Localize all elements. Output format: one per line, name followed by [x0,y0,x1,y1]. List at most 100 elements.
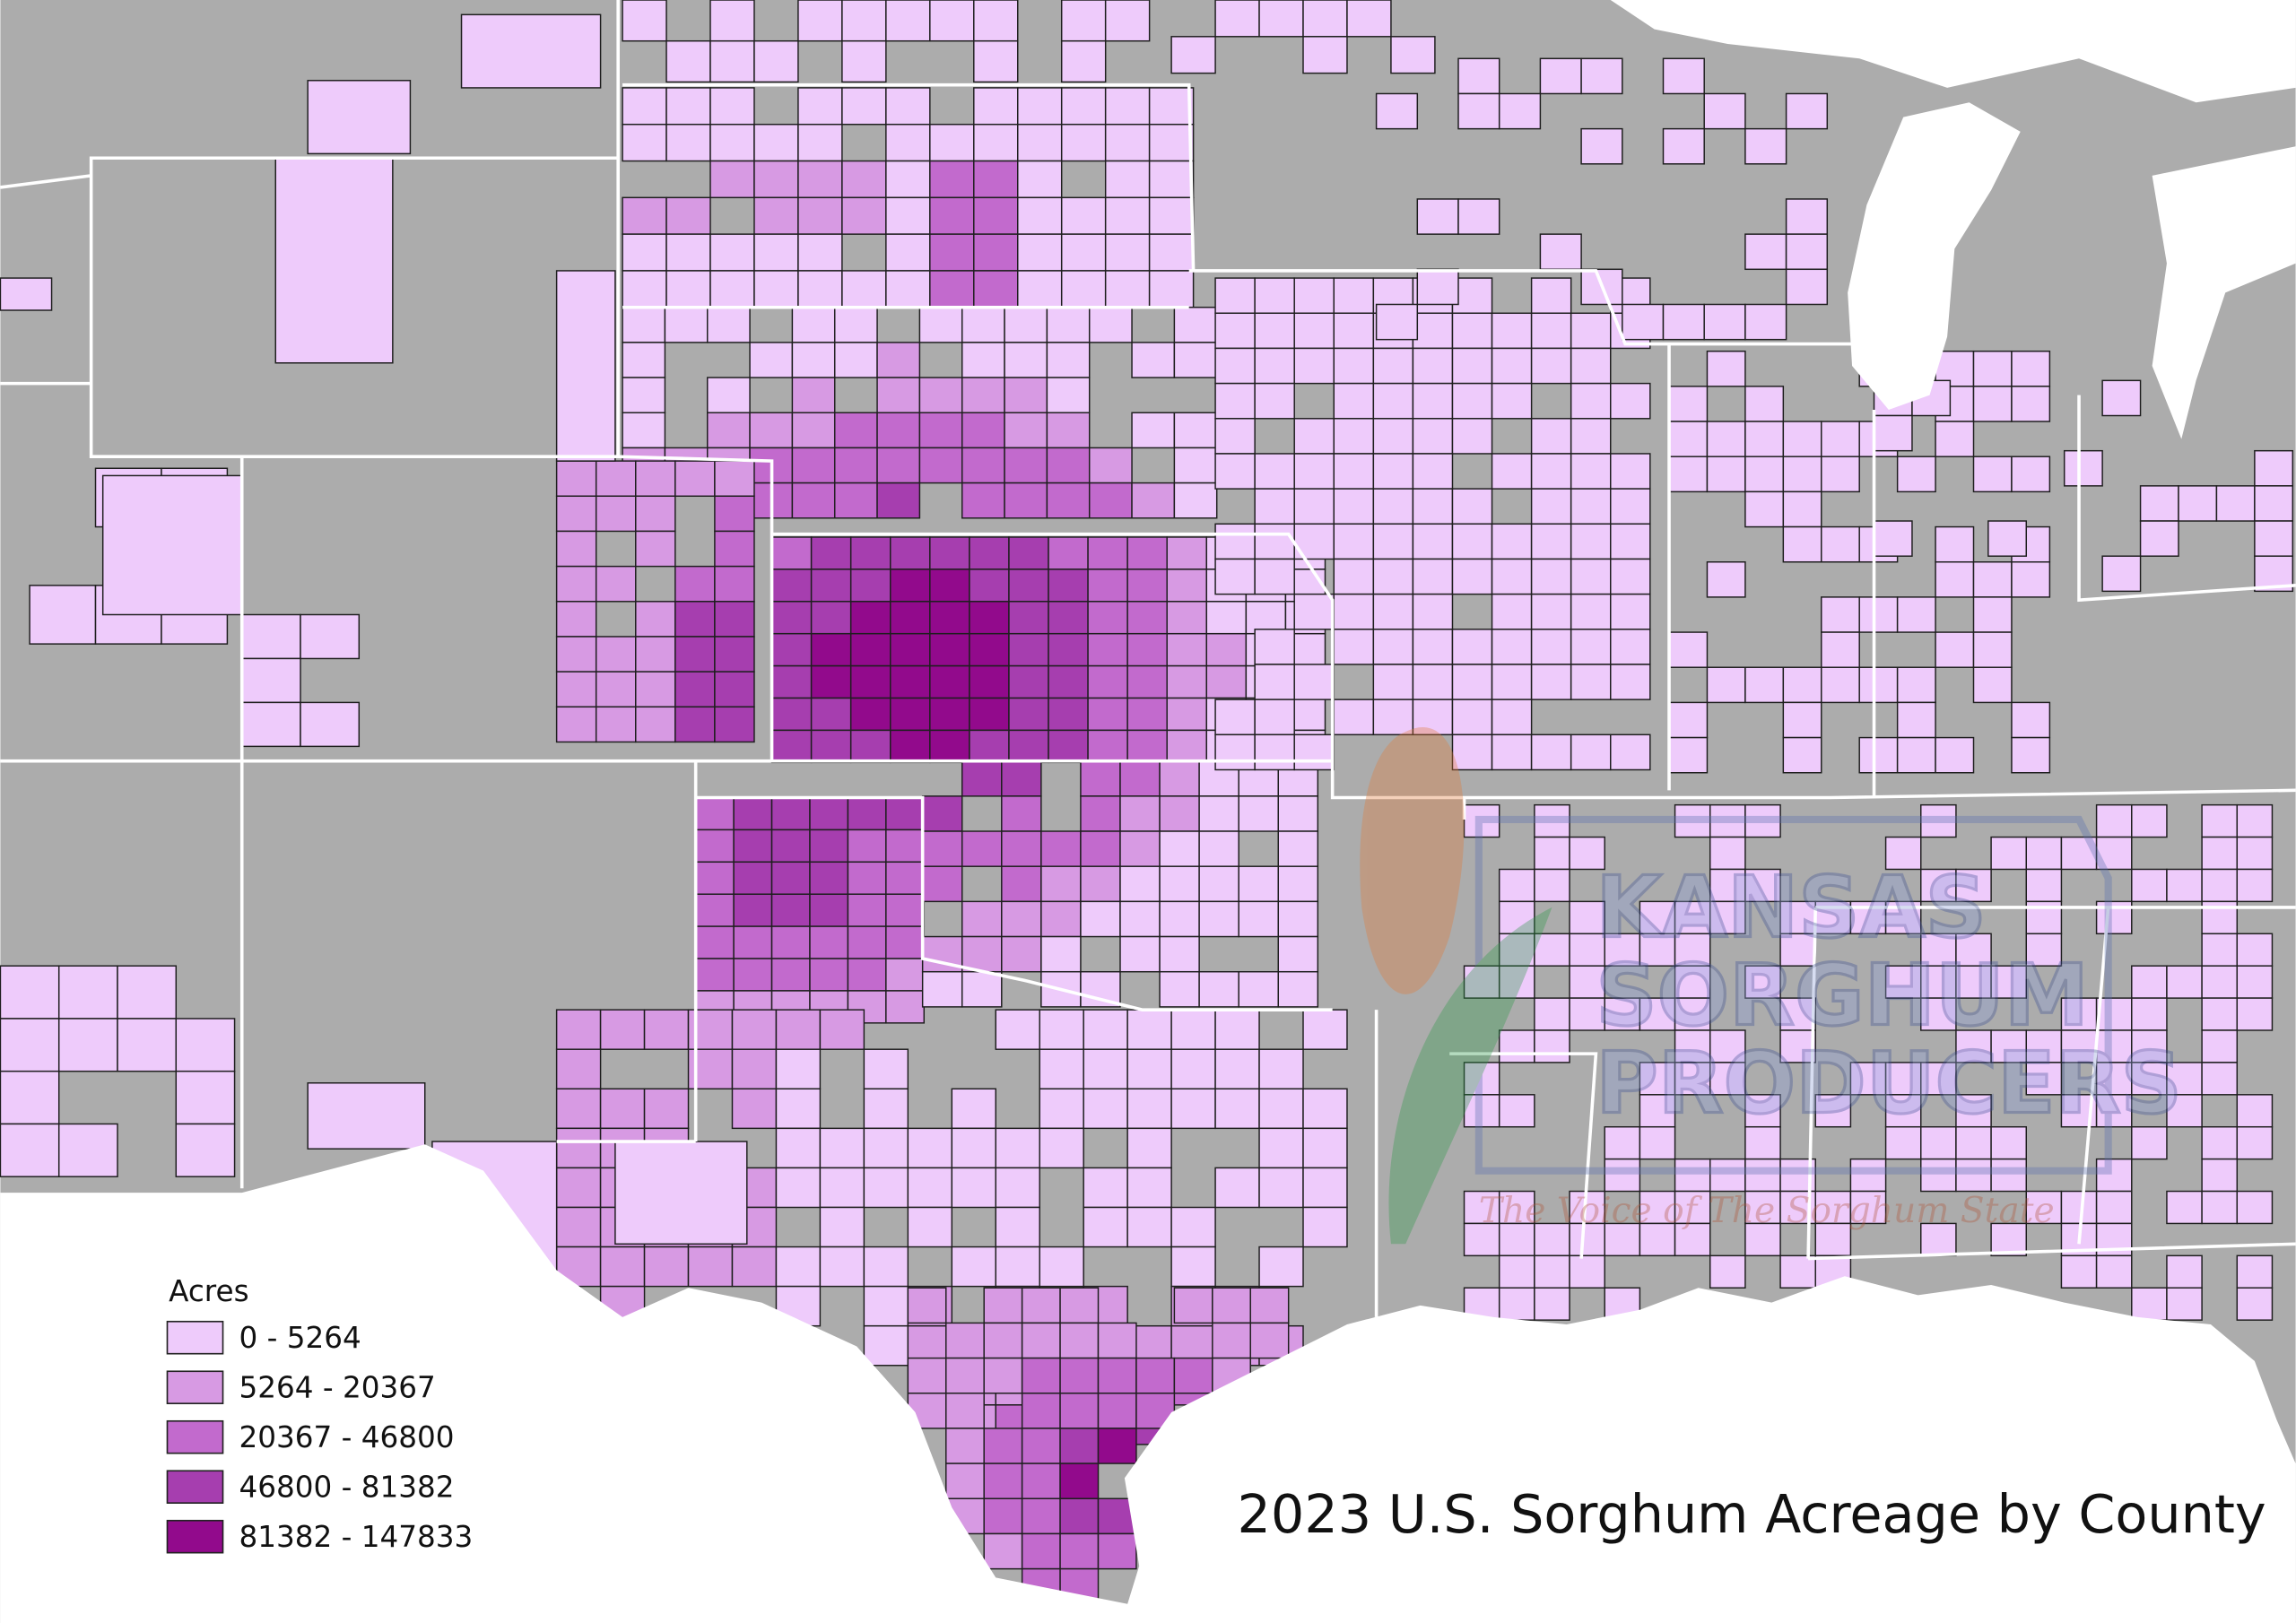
county [1131,412,1176,449]
county [1744,965,1781,999]
county [2236,1125,2274,1160]
county [1534,1287,1570,1321]
county [1779,1254,1816,1289]
county [995,1206,1040,1248]
county [1080,830,1121,867]
county [1119,830,1161,867]
county [1744,303,1787,341]
county [961,307,1005,343]
county [555,270,616,462]
county [1104,160,1151,199]
county [849,729,891,764]
county [1569,1254,1605,1289]
county [1119,865,1161,903]
county [1249,1287,1290,1324]
county [2254,485,2294,522]
county [1159,900,1200,938]
county [1021,1322,1061,1359]
county [2131,997,2168,1031]
county [863,1285,909,1327]
county [1610,453,1651,490]
county [694,893,735,927]
county [0,1070,60,1125]
county [753,160,799,199]
county [2236,1190,2274,1225]
county [1017,160,1063,199]
county [961,759,1003,797]
county [1001,795,1042,832]
county [1955,868,1992,903]
county [2101,555,2142,593]
county [2011,736,2051,774]
county [2236,1094,2274,1128]
county [57,1123,118,1177]
county [1744,666,1785,704]
county [1302,1167,1348,1209]
county [694,861,735,895]
county [1131,482,1176,519]
county [885,925,926,959]
county [929,601,970,635]
county [599,1245,646,1288]
county [1254,629,1295,665]
watermark-outline [1474,815,2112,1175]
county [1744,868,1781,903]
county [643,1009,690,1050]
county [1580,57,1623,95]
county [810,568,852,603]
county [1534,1254,1570,1289]
county [1412,629,1454,665]
county [709,39,755,83]
county [863,1127,909,1169]
county [1083,1048,1128,1090]
county [714,565,755,603]
county [945,1357,985,1394]
county [1060,87,1107,126]
county [863,1088,909,1130]
county [1674,1222,1711,1257]
county [1955,1029,1992,1063]
county [1059,1462,1100,1500]
county [1214,347,1256,385]
county [1814,1094,1852,1128]
county [1302,36,1348,74]
county [1254,699,1295,736]
county [945,1428,985,1464]
county [1498,92,1542,130]
county [1059,1532,1100,1570]
county [1530,733,1572,771]
county [1744,456,1785,493]
county [1610,558,1651,595]
county [2131,1062,2168,1096]
county [1302,1088,1348,1130]
county [983,1532,1023,1570]
county [819,1245,865,1288]
county [1491,347,1533,385]
county [1008,729,1049,764]
county [1491,593,1533,630]
county [1639,1125,1676,1160]
county [809,925,849,959]
county [1302,1206,1348,1248]
county [929,568,970,603]
county [622,196,667,235]
watermark-line: PRODUCERS [1596,1034,2181,1133]
county [1293,733,1335,771]
county [1254,664,1295,700]
county [918,307,963,343]
county [555,1167,602,1209]
county [1530,593,1572,630]
county [1088,307,1133,343]
county [2063,449,2103,487]
county [2095,1158,2133,1193]
county [1001,900,1042,938]
county [1668,421,1709,457]
county [1333,629,1375,665]
county [841,39,887,83]
county [885,829,926,864]
county [1570,593,1612,630]
county [707,307,751,343]
county [1059,1322,1100,1359]
county [973,270,1019,308]
county [1166,697,1208,732]
